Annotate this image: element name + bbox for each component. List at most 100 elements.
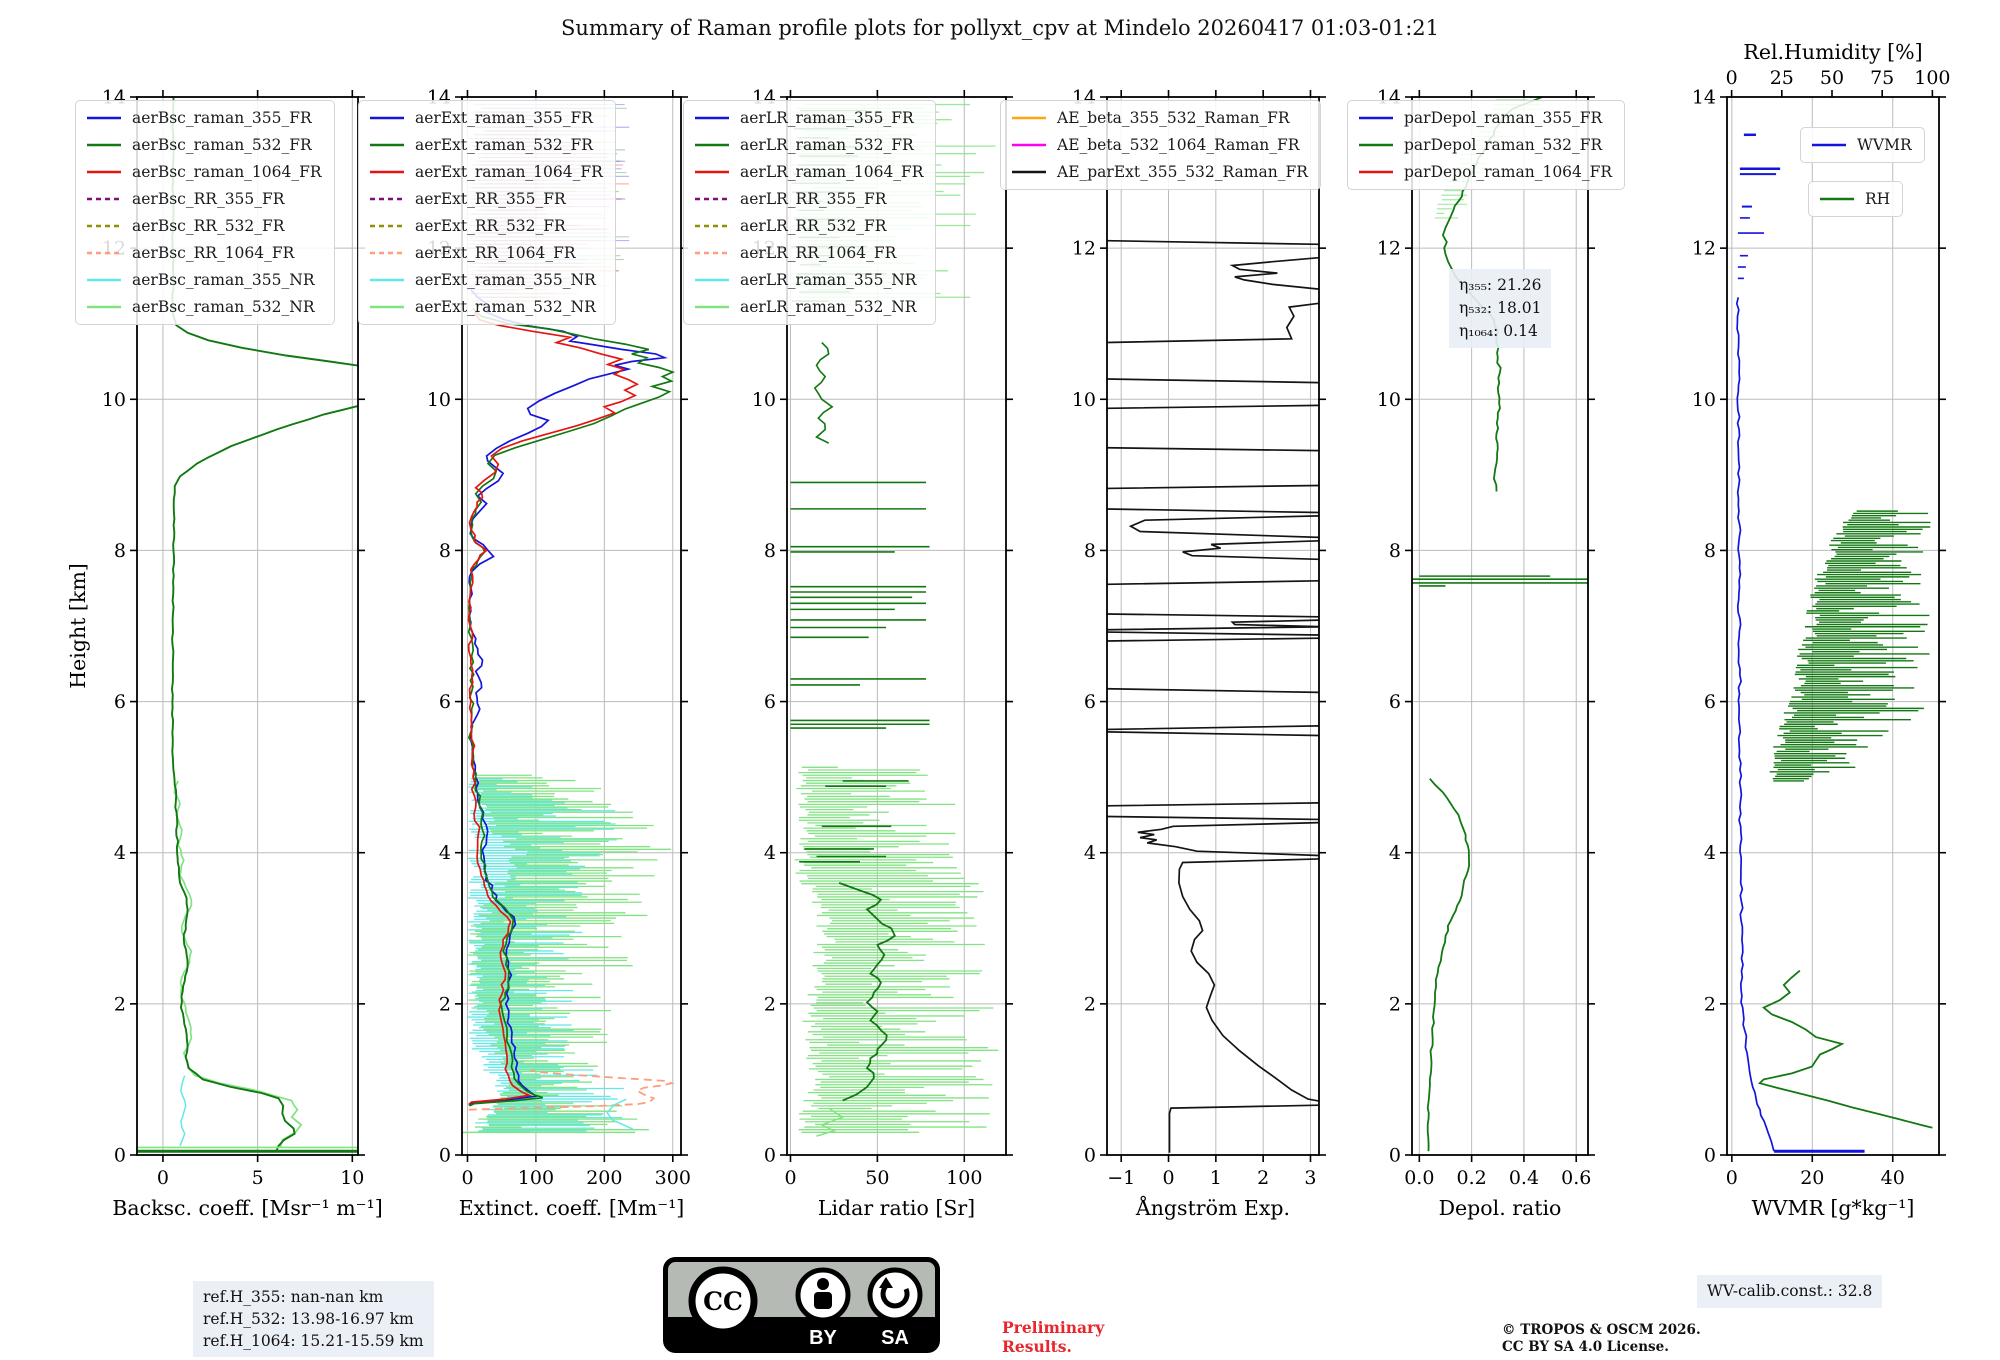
legend-item: parDepol_raman_355_FR — [1358, 109, 1612, 127]
legend-line-sample — [370, 251, 404, 255]
ref-h-532: ref.H_532: 13.98-16.97 km — [203, 1310, 414, 1328]
figure-title: Summary of Raman profile plots for polly… — [560, 16, 1440, 40]
legend-item: aerBsc_RR_1064_FR — [86, 244, 322, 262]
legend-line-sample — [1359, 143, 1393, 147]
legend-line-sample — [87, 170, 121, 174]
svg-text:6: 6 — [1389, 691, 1401, 713]
legend-line-sample — [1359, 116, 1393, 120]
svg-text:20: 20 — [1800, 1167, 1824, 1189]
svg-text:0: 0 — [439, 1145, 451, 1167]
aerLR_raman_532_NR-noise — [794, 766, 999, 1133]
copyright-line2: CC BY SA 4.0 License. — [1502, 1339, 1669, 1355]
legend-item-label: aerBsc_raman_355_FR — [132, 109, 312, 127]
svg-text:25: 25 — [1770, 67, 1794, 89]
svg-text:4: 4 — [439, 842, 451, 864]
aerBsc_raman_532_NR — [173, 780, 303, 1148]
svg-text:2: 2 — [114, 993, 126, 1015]
svg-text:2: 2 — [1084, 993, 1096, 1015]
svg-text:4: 4 — [114, 842, 126, 864]
legend-item-label: aerLR_RR_532_FR — [740, 217, 887, 235]
legend-item: WVMR — [1811, 136, 1912, 154]
svg-text:0: 0 — [157, 1167, 169, 1189]
svg-text:0: 0 — [114, 1145, 126, 1167]
legend-line-sample — [87, 305, 121, 309]
legend-line-sample — [1820, 197, 1854, 201]
legend-item: aerBsc_raman_532_NR — [86, 298, 322, 316]
cc-label: CC — [703, 1287, 743, 1316]
legend-item-label: aerLR_raman_355_NR — [740, 271, 917, 289]
svg-text:2: 2 — [1389, 993, 1401, 1015]
legend-item-label: aerBsc_raman_532_NR — [132, 298, 315, 316]
ref-h-1064: ref.H_1064: 15.21-15.59 km — [203, 1332, 424, 1350]
sa-arrow-icon — [867, 1267, 923, 1323]
legend-item-label: aerLR_raman_355_FR — [740, 109, 914, 127]
svg-text:2: 2 — [764, 993, 776, 1015]
legend-item-label: AE_beta_532_1064_Raman_FR — [1057, 136, 1300, 154]
legend-line-sample — [87, 251, 121, 255]
legend-line-sample — [370, 278, 404, 282]
svg-text:0: 0 — [764, 1145, 776, 1167]
legend-item-label: aerLR_raman_532_NR — [740, 298, 917, 316]
legend-line-sample — [695, 197, 729, 201]
copyright-line1: © TROPOS & OSCM 2026. — [1502, 1322, 1701, 1338]
legend-line-sample — [370, 170, 404, 174]
svg-text:Height [km]: Height [km] — [66, 563, 90, 689]
legend-item: aerExt_RR_355_FR — [369, 190, 603, 208]
cc-by-sa-license-badge: CC BY SA — [663, 1257, 940, 1353]
legend-item-label: aerExt_raman_532_NR — [415, 298, 596, 316]
legend-line-sample — [370, 197, 404, 201]
svg-text:0: 0 — [1704, 1145, 1716, 1167]
eta-1064: η₁₀₆₄: 0.14 — [1459, 322, 1538, 340]
svg-text:0: 0 — [1162, 1167, 1174, 1189]
svg-text:8: 8 — [1084, 540, 1096, 562]
svg-text:8: 8 — [1704, 540, 1716, 562]
parDepol_raman_532_FR-low — [1426, 778, 1471, 1152]
legend-item-label: aerBsc_RR_532_FR — [132, 217, 285, 235]
svg-text:0: 0 — [1389, 1145, 1401, 1167]
legend-item: aerBsc_raman_1064_FR — [86, 163, 322, 181]
legend-line-sample — [370, 224, 404, 228]
legend-item-label: parDepol_raman_355_FR — [1404, 109, 1603, 127]
RH-low — [1757, 969, 1933, 1129]
legend-line-sample — [370, 143, 404, 147]
legend-line-sample — [1012, 116, 1046, 120]
aerLR_raman_532_FR-upper — [813, 342, 834, 444]
svg-text:6: 6 — [764, 691, 776, 713]
svg-text:8: 8 — [114, 540, 126, 562]
svg-text:Depol. ratio: Depol. ratio — [1439, 1196, 1562, 1220]
legend-item: aerExt_raman_355_NR — [369, 271, 603, 289]
legend-item-label: aerExt_RR_1064_FR — [415, 244, 576, 262]
legend-item: aerExt_raman_532_NR — [369, 298, 603, 316]
svg-text:0: 0 — [1726, 1167, 1738, 1189]
legend-item-label: parDepol_raman_532_FR — [1404, 136, 1603, 154]
legend-item-label: aerBsc_raman_1064_FR — [132, 163, 322, 181]
backscatter-coefficient-legend: aerBsc_raman_355_FR aerBsc_raman_532_FR ae… — [75, 100, 335, 325]
legend-line-sample — [1012, 143, 1046, 147]
legend-item: parDepol_raman_1064_FR — [1358, 163, 1612, 181]
legend-item-label: aerLR_RR_355_FR — [740, 190, 887, 208]
svg-text:1: 1 — [1210, 1167, 1222, 1189]
cc-icon — [688, 1266, 758, 1336]
legend-item-label: aerBsc_raman_355_NR — [132, 271, 315, 289]
svg-text:10: 10 — [1692, 389, 1716, 411]
legend-item: aerLR_raman_532_FR — [694, 136, 923, 154]
copyright-note: © TROPOS & OSCM 2026. CC BY SA 4.0 Licen… — [1502, 1322, 1701, 1356]
WVMR — [1735, 297, 1775, 1152]
RH-noise — [1769, 510, 1931, 782]
eta-355: η₃₅₅: 21.26 — [1459, 276, 1542, 294]
legend-line-sample — [695, 170, 729, 174]
svg-text:75: 75 — [1870, 67, 1894, 89]
reference-height-annotation: ref.H_355: nan-nan km ref.H_532: 13.98-1… — [193, 1281, 434, 1357]
svg-text:100: 100 — [946, 1167, 982, 1189]
legend-item: aerLR_raman_355_NR — [694, 271, 923, 289]
legend-item: aerExt_raman_355_FR — [369, 109, 603, 127]
legend-item-label: AE_parExt_355_532_Raman_FR — [1057, 163, 1308, 181]
legend-item-label: aerExt_raman_355_FR — [415, 109, 593, 127]
svg-text:Extinct. coeff. [Mm⁻¹]: Extinct. coeff. [Mm⁻¹] — [459, 1196, 685, 1220]
legend-line-sample — [87, 197, 121, 201]
wv-calibration-annotation: WV-calib.const.: 32.8 — [1697, 1275, 1883, 1308]
lidar-ratio-plot: 05010002468101214Lidar ratio [Sr] — [752, 87, 1013, 1220]
legend-item: aerExt_RR_532_FR — [369, 217, 603, 235]
